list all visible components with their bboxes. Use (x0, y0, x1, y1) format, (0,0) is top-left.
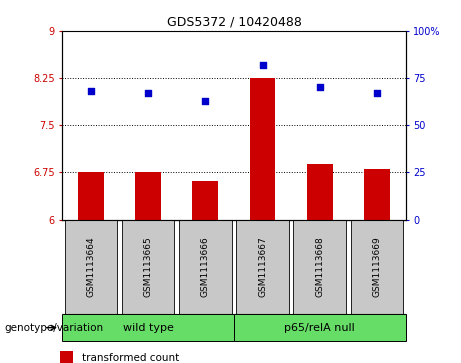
Point (87, 88, 95, 94)
Point (144, 90, 152, 96)
Bar (192, 181, 218, 220)
Text: p65/relA null: p65/relA null (284, 323, 355, 333)
Bar (294, 220, 346, 314)
Text: GSM1113667: GSM1113667 (258, 236, 267, 297)
Bar (135, 172, 161, 220)
Text: GSM1113668: GSM1113668 (315, 236, 325, 297)
Point (259, 62, 266, 68)
Bar (65, 220, 117, 314)
Bar (351, 220, 403, 314)
Bar (234, 314, 406, 341)
Point (201, 98, 209, 103)
Bar (250, 78, 276, 220)
Text: GSM1113666: GSM1113666 (201, 236, 210, 297)
Title: GDS5372 / 10420488: GDS5372 / 10420488 (166, 15, 301, 28)
Bar (62, 314, 234, 341)
Bar (60, 351, 73, 363)
Text: wild type: wild type (123, 323, 173, 333)
Text: GSM1113669: GSM1113669 (372, 236, 382, 297)
Bar (179, 220, 232, 314)
Text: genotype/variation: genotype/variation (5, 323, 104, 333)
Bar (364, 169, 390, 220)
Point (316, 85, 324, 90)
Bar (307, 164, 333, 220)
Text: GSM1113664: GSM1113664 (86, 236, 95, 297)
Bar (78, 172, 104, 220)
Text: GSM1113665: GSM1113665 (143, 236, 153, 297)
Point (373, 90, 381, 96)
Text: transformed count: transformed count (83, 353, 180, 363)
Bar (122, 220, 174, 314)
Bar (236, 220, 289, 314)
